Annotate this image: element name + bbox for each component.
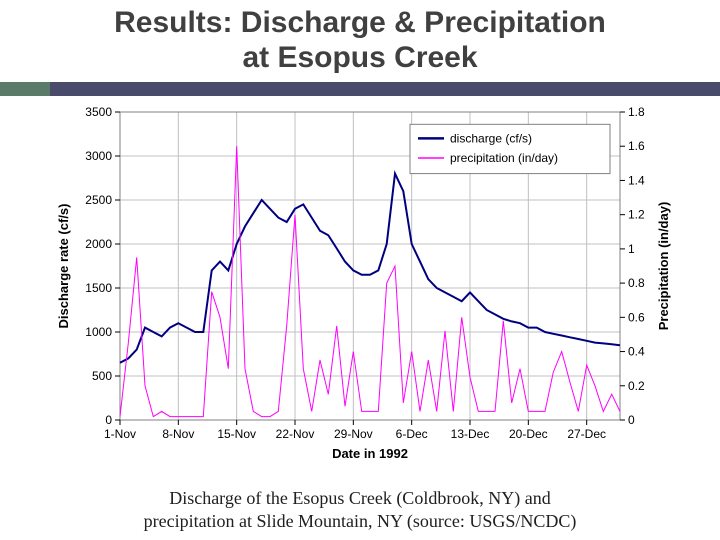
svg-text:6-Dec: 6-Dec [396, 427, 428, 441]
svg-text:2000: 2000 [85, 237, 112, 251]
y-right-title: Precipitation (in/day) [656, 202, 671, 331]
svg-text:29-Nov: 29-Nov [334, 427, 373, 441]
title-line-1: Results: Discharge & Precipitation [114, 6, 606, 39]
svg-text:0: 0 [628, 413, 635, 427]
title-line-2: at Esopus Creek [242, 41, 477, 74]
svg-text:13-Dec: 13-Dec [451, 427, 490, 441]
svg-text:1: 1 [628, 242, 635, 256]
svg-text:1.8: 1.8 [628, 105, 645, 119]
caption-line-2: precipitation at Slide Mountain, NY (sou… [144, 511, 577, 531]
chart: 0 500 1000 1500 2000 2500 3000 3500 0 0.2 0.4 0.6 0.… [40, 100, 680, 480]
svg-text:500: 500 [92, 369, 112, 383]
caption: Discharge of the Esopus Creek (Coldbrook… [0, 487, 720, 532]
caption-line-1: Discharge of the Esopus Creek (Coldbrook… [169, 488, 551, 508]
svg-text:0.8: 0.8 [628, 276, 645, 290]
chart-svg: 0 500 1000 1500 2000 2500 3000 3500 0 0.2 0.4 0.6 0.… [40, 100, 680, 480]
legend-label: discharge (cf/s) [450, 131, 532, 145]
accent-bar-right [50, 82, 720, 96]
svg-text:22-Nov: 22-Nov [276, 427, 315, 441]
svg-text:2500: 2500 [85, 193, 112, 207]
svg-text:0.2: 0.2 [628, 379, 645, 393]
svg-text:8-Nov: 8-Nov [162, 427, 194, 441]
svg-text:1.2: 1.2 [628, 208, 645, 222]
svg-text:1000: 1000 [85, 325, 112, 339]
accent-bar [0, 82, 720, 96]
svg-text:1.4: 1.4 [628, 173, 645, 187]
svg-text:1-Nov: 1-Nov [104, 427, 136, 441]
accent-bar-left [0, 82, 50, 96]
svg-text:27-Dec: 27-Dec [567, 427, 606, 441]
x-axis-title: Date in 1992 [332, 446, 408, 461]
svg-text:20-Dec: 20-Dec [509, 427, 548, 441]
y-left-title: Discharge rate (cf/s) [56, 204, 71, 329]
slide-title: Results: Discharge & Precipitation at Es… [0, 6, 720, 75]
svg-text:1500: 1500 [85, 281, 112, 295]
svg-text:3000: 3000 [85, 149, 112, 163]
svg-text:0.6: 0.6 [628, 310, 645, 324]
svg-text:0.4: 0.4 [628, 345, 645, 359]
svg-text:3500: 3500 [85, 105, 112, 119]
svg-text:15-Nov: 15-Nov [217, 427, 256, 441]
svg-text:1.6: 1.6 [628, 139, 645, 153]
legend-label: precipitation (in/day) [450, 151, 558, 165]
slide: { "title_line1": "Results: Discharge & P… [0, 0, 720, 540]
svg-text:0: 0 [105, 413, 112, 427]
